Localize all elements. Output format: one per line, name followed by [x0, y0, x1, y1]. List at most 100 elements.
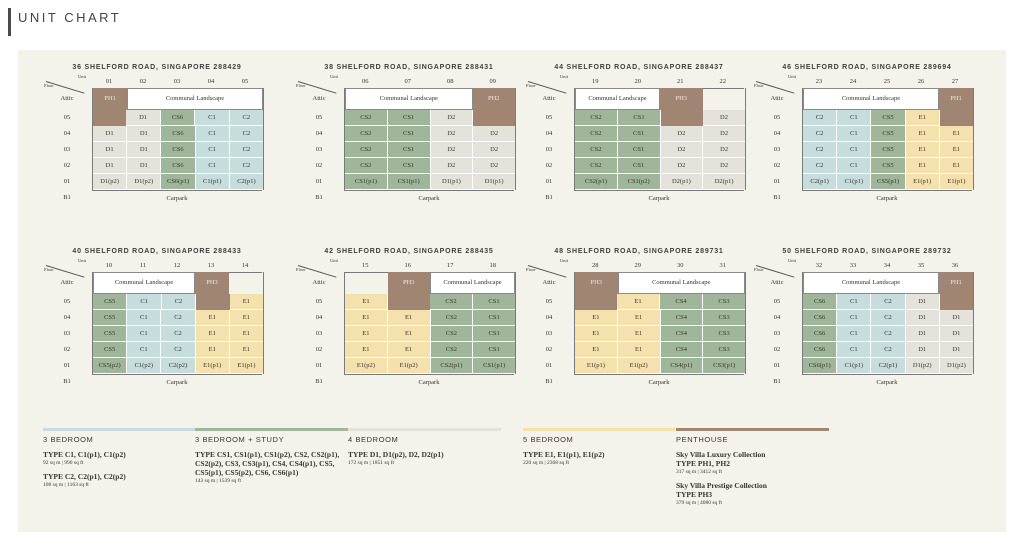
unit-numbers: 15 16 17 18: [344, 258, 514, 273]
unit-number: 29: [634, 262, 642, 269]
floor-row: 03 C2 C1 CS5 E1 E1: [752, 142, 982, 158]
unit-cell: CS6: [803, 310, 838, 326]
unit-cell: D1(p2): [127, 174, 162, 190]
unit-number: 14: [241, 262, 249, 269]
unit-cells: CS6 C1 C2 D1: [802, 294, 974, 310]
unit-number: 28: [592, 262, 599, 269]
unit-number: 19: [592, 78, 599, 85]
floor-label-b1: B1: [63, 378, 71, 385]
legend-color-bar: [676, 428, 829, 431]
unit-number: 26: [917, 78, 925, 85]
unit-cell: C1: [195, 158, 230, 174]
unit-cell: CS1(p1): [387, 174, 431, 190]
unit-cell: CS2: [575, 110, 618, 126]
unit-floor-corner: Unit Floor: [42, 74, 92, 94]
unit-cell: CS2: [430, 294, 473, 310]
attic-empty: [345, 272, 388, 294]
unit-cell: D2: [703, 142, 745, 158]
floor-label-b1: B1: [773, 194, 781, 201]
penthouse-extension: [473, 110, 515, 126]
unit-cell: CS3(p1): [703, 358, 745, 374]
unit-cell: D2: [703, 158, 745, 174]
penthouse-cell: PH1: [939, 88, 973, 110]
floor-label-b1: B1: [315, 194, 323, 201]
unit-cells: E1 E1 CS2 CS1: [344, 310, 516, 326]
legend-color-bar: [43, 428, 195, 431]
unit-cell: E1: [345, 310, 388, 326]
unit-number: 23: [815, 78, 823, 85]
penthouse-extension: [661, 110, 703, 126]
floor-number: 01: [63, 362, 71, 369]
column-header: Unit Floor 23 24 25 26 27: [752, 74, 982, 94]
unit-number: 35: [917, 262, 925, 269]
carpark-label: Carpark: [574, 374, 744, 390]
building-block: 44 SHELFORD ROAD, SINGAPORE 288437 Unit Fl…: [524, 62, 754, 206]
floor-number: 02: [773, 346, 781, 353]
floor-number: 04: [773, 130, 781, 137]
legend-group: 3 BEDROOM TYPE C1, C1(p1), C1(p2) 92 sq m …: [43, 435, 191, 494]
unit-cells: CS5 C1 C2 E1 E1: [92, 342, 264, 358]
unit-number: 30: [677, 262, 684, 269]
floor-row: 04 D1 D1 CS6 C1 C2: [42, 126, 272, 142]
unit-cell: CS6(p1): [161, 174, 196, 190]
floor-number: 03: [315, 330, 323, 337]
unit-cell: CS1: [473, 342, 515, 358]
floor-number: 01: [773, 178, 781, 185]
unit-cell: CS3: [703, 310, 745, 326]
attic-cells: Communal Landscape PH3: [92, 272, 264, 294]
unit-cell: CS6: [803, 326, 838, 342]
floor-number: 02: [315, 346, 323, 353]
unit-cells: CS6 C1 C2 D1 D1: [802, 326, 974, 342]
unit-cell: CS5: [871, 110, 906, 126]
unit-cell: D1: [905, 326, 940, 342]
floor-row: 02 D1 D1 CS6 C1 C2: [42, 158, 272, 174]
floor-row: 03 CS2 CS1 D2 D2: [294, 142, 524, 158]
unit-cell: D2(p1): [703, 174, 745, 190]
basement-row: B1 Carpark: [524, 374, 754, 390]
unit-cells: C2 C1 CS5 E1 E1: [802, 126, 974, 142]
unit-cell: CS1: [617, 126, 661, 142]
unit-number: 20: [634, 78, 642, 85]
unit-cell: E1(p1): [575, 358, 618, 374]
unit-cell: C1: [127, 310, 162, 326]
unit-cells: E1 CS4 CS3: [574, 294, 746, 310]
basement-row: B1 Carpark: [752, 190, 982, 206]
penthouse-extension: [93, 110, 127, 126]
floor-row: 02 CS2 CS1 D2 D2: [294, 158, 524, 174]
unit-cell: CS2: [575, 158, 618, 174]
floor-row: 04 E1 E1 CS2 CS1: [294, 310, 524, 326]
unit-number: 01: [105, 78, 113, 85]
unit-cell: CS2: [345, 126, 388, 142]
unit-number: 36: [951, 262, 959, 269]
unit-cells: CS2 CS1 D2 D2: [574, 126, 746, 142]
unit-cell: E1: [939, 142, 974, 158]
unit-cell: D1(p2): [93, 174, 128, 190]
unit-numbers: 19 20 21 22: [574, 74, 744, 89]
penthouse-cell: PH3: [195, 272, 229, 294]
unit-cell: CS1: [618, 110, 661, 126]
unit-numbers: 28 29 30 31: [574, 258, 744, 273]
unit-label: Unit: [559, 74, 568, 79]
building-block: 46 SHELFORD ROAD, SINGAPORE 289694 Unit Fl…: [752, 62, 982, 206]
unit-cell: D2: [473, 126, 515, 142]
unit-cell: C1: [837, 310, 872, 326]
unit-cell: C2: [871, 310, 906, 326]
unit-cell: D1(p1): [473, 174, 515, 190]
floor-number: 04: [773, 314, 781, 321]
unit-floor-corner: Unit Floor: [42, 258, 92, 278]
unit-floor-corner: Unit Floor: [294, 74, 344, 94]
unit-cell: D1: [127, 126, 162, 142]
floor-row: 01 E1(p1) E1(p2) CS4(p1) CS3(p1): [524, 358, 754, 374]
unit-number: 31: [719, 262, 727, 269]
unit-cells: E1 E1 CS4 CS3: [574, 310, 746, 326]
penthouse-cell: PH1: [93, 88, 127, 110]
carpark-label: Carpark: [92, 374, 262, 390]
unit-numbers: 32 33 34 35 36: [802, 258, 972, 273]
unit-cell: D2: [430, 126, 474, 142]
unit-cells: D1 D1 CS6 C1 C2: [92, 158, 264, 174]
unit-cell: CS2: [430, 326, 474, 342]
unit-cells: CS2 CS1 D2 D2: [574, 142, 746, 158]
unit-type-label: TYPE C2, C2(p1), C2(p2): [43, 472, 126, 481]
attic-cells: Communal Landscape PH1: [802, 88, 974, 110]
unit-cells: C2 C1 CS5 E1 E1: [802, 142, 974, 158]
